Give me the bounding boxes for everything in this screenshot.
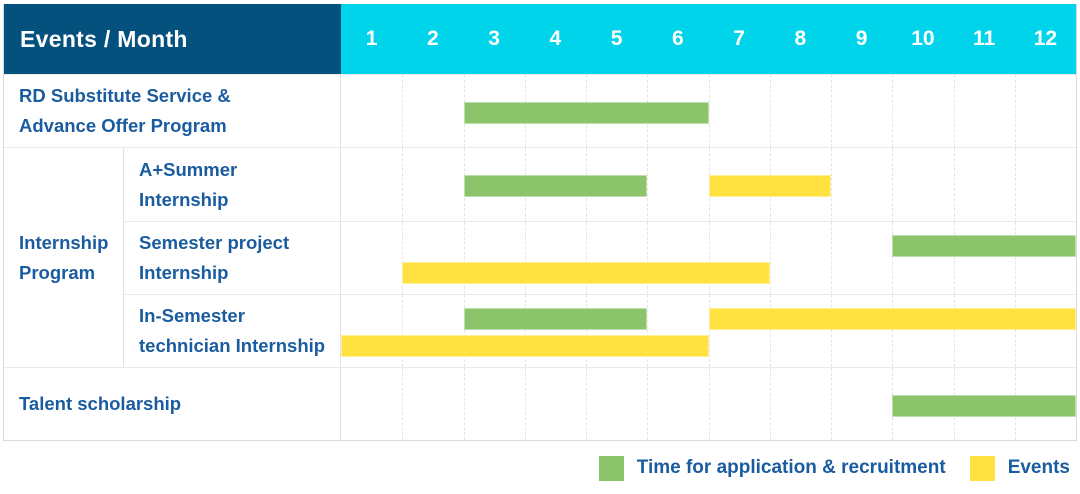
month-grid-line xyxy=(463,222,465,294)
month-grid-line xyxy=(524,222,526,294)
gantt-bar-green xyxy=(892,235,1076,257)
month-grid-line xyxy=(831,148,832,221)
month-grid-line xyxy=(892,75,894,147)
row-talent-scholarship: Talent scholarship xyxy=(4,367,1076,440)
month-grid-line xyxy=(463,368,465,440)
month-grid-line xyxy=(463,295,465,367)
month-grid-line xyxy=(953,295,955,367)
month-grid-line xyxy=(769,222,771,294)
month-grid-line xyxy=(402,75,404,147)
month-grid-line xyxy=(831,222,832,294)
month-label: 3 xyxy=(488,27,500,50)
month-grid-line xyxy=(892,295,894,367)
gantt-bar-green xyxy=(463,308,648,330)
chart-cell-semester-project-internship xyxy=(341,222,1076,294)
gantt-bar-yellow xyxy=(402,262,770,284)
month-grid-line xyxy=(586,368,587,440)
table-header-row: Events / Month 1 2 3 4 5 6 7 8 9 10 11 12 xyxy=(4,4,1076,74)
month-label: 10 xyxy=(911,27,935,50)
month-grid-line xyxy=(586,222,587,294)
legend-item-green: Time for application & recruitment xyxy=(598,455,946,481)
month-grid-line xyxy=(831,75,832,147)
row-label-talent-scholarship: Talent scholarship xyxy=(4,368,341,440)
month-grid-line xyxy=(953,148,955,221)
chart-cell-in-semester-technician-internship xyxy=(341,295,1076,367)
row-rd-substitute: RD Substitute Service & Advance Offer Pr… xyxy=(4,74,1076,147)
gantt-bar-green xyxy=(463,102,709,124)
month-grid-line xyxy=(892,222,894,294)
month-label: 4 xyxy=(549,27,562,50)
month-grid-line xyxy=(1014,75,1016,147)
month-grid-line xyxy=(647,368,649,440)
internship-program-group: Internship Program A+Summer Internship S… xyxy=(4,147,1076,367)
month-grid-line xyxy=(953,222,955,294)
month-grid-line xyxy=(831,368,832,440)
legend-label: Events xyxy=(1007,457,1070,478)
gantt-bar-green xyxy=(892,395,1076,417)
month-label: 6 xyxy=(672,27,684,50)
legend-swatch-green xyxy=(598,455,624,481)
month-grid-line xyxy=(1014,222,1016,294)
row-semester-project-internship: Semester project Internship xyxy=(124,221,1076,294)
month-grid-line xyxy=(647,222,649,294)
month-label: 9 xyxy=(855,27,868,50)
month-label: 7 xyxy=(733,27,745,50)
month-label: 11 xyxy=(973,27,996,50)
chart-cell-a-summer-internship xyxy=(341,148,1076,221)
row-label-a-summer-internship: A+Summer Internship xyxy=(124,148,341,221)
month-header-row: 1 2 3 4 5 6 7 8 9 10 11 12 xyxy=(341,4,1076,74)
month-grid-line xyxy=(708,75,710,147)
month-grid-line xyxy=(769,295,771,367)
events-month-header: Events / Month xyxy=(4,4,341,74)
month-grid-line xyxy=(708,222,710,294)
gantt-table: Events / Month 1 2 3 4 5 6 7 8 9 10 11 12 RD Substi… xyxy=(3,4,1077,441)
row-label-rd-substitute: RD Substitute Service & Advance Offer Pr… xyxy=(4,75,341,147)
month-grid-line xyxy=(524,295,526,367)
month-label: 1 xyxy=(365,27,378,50)
row-label-in-semester-technician-internship: In-Semester technician Internship xyxy=(124,295,341,367)
month-grid-line xyxy=(402,295,404,367)
gantt-bar-green xyxy=(463,175,648,197)
month-grid-line xyxy=(769,75,771,147)
month-grid-line xyxy=(953,75,955,147)
legend: Time for application & recruitment Events xyxy=(0,441,1080,494)
gantt-bar-yellow xyxy=(341,335,709,357)
month-grid-line xyxy=(1014,148,1016,221)
month-grid-line xyxy=(647,295,649,367)
month-grid-line xyxy=(402,368,404,440)
row-in-semester-technician-internship: In-Semester technician Internship xyxy=(124,294,1076,367)
month-grid-line xyxy=(708,295,710,367)
month-grid-line xyxy=(647,148,649,221)
legend-swatch-yellow xyxy=(969,455,995,481)
month-grid-line xyxy=(402,148,404,221)
month-label: 12 xyxy=(1033,27,1058,50)
month-grid-line xyxy=(586,295,587,367)
gantt-bar-yellow xyxy=(708,175,831,197)
chart-cell-rd-substitute xyxy=(341,75,1076,147)
month-grid-line xyxy=(769,368,771,440)
month-grid-line xyxy=(524,368,526,440)
month-grid-line xyxy=(708,368,710,440)
month-label: 2 xyxy=(427,27,439,50)
month-grid-line xyxy=(831,295,832,367)
month-grid-line xyxy=(892,148,894,221)
row-a-summer-internship: A+Summer Internship xyxy=(124,148,1076,221)
month-label: 5 xyxy=(610,27,623,50)
legend-item-yellow: Events xyxy=(969,455,1070,481)
gantt-bar-yellow xyxy=(708,308,1076,330)
legend-label: Time for application & recruitment xyxy=(636,457,946,478)
month-grid-line xyxy=(402,222,404,294)
chart-cell-talent-scholarship xyxy=(341,368,1076,440)
month-grid-line xyxy=(1014,295,1016,367)
group-label-internship-program: Internship Program xyxy=(4,148,124,367)
month-label: 8 xyxy=(794,27,807,50)
row-label-semester-project-internship: Semester project Internship xyxy=(124,222,341,294)
